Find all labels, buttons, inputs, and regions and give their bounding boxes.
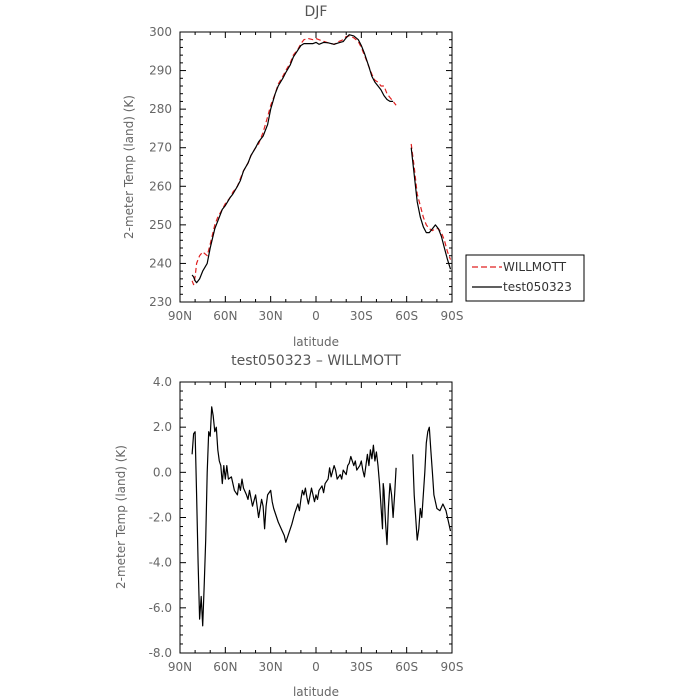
top-y-tick-label: 300 [149,25,172,39]
bottom-y-tick-label: -8.0 [149,646,172,660]
bottom-x-tick-label: 30N [259,660,283,674]
top-plot-frame [179,31,453,303]
top-x-tick-label: 60N [213,309,237,323]
top-y-tick-label: 280 [149,102,172,116]
top-y-tick-label: 230 [149,295,172,309]
bottom-series-line-series-0-0 [191,406,397,627]
top-y-tick-label: 240 [149,256,172,270]
top-y-axis-label: 2-meter Temp (land) (K) [122,95,136,239]
bottom-y-axis-label: 2-meter Temp (land) (K) [114,445,128,589]
top-x-axis-label: latitude [293,335,339,349]
top-series-line-test050323-1 [410,147,452,270]
bottom-y-tick-label: -6.0 [149,601,172,615]
bottom-x-tick-label: 30S [350,660,373,674]
top-plot-area [191,34,452,286]
bottom-y-tick-label: -2.0 [149,511,172,525]
bottom-y-tick-label: 2.0 [153,420,172,434]
top-series-line-willmott-0 [191,35,397,286]
bottom-x-tick-label: 60N [213,660,237,674]
bottom-x-tick-label: 60S [395,660,418,674]
top-x-tick-label: 0 [312,309,320,323]
top-chart-title: DJF [305,4,328,20]
top-y-tick-label: 250 [149,218,172,232]
bottom-y-axis: -8.0 -6.0 -4.0 -2.0 0.0 2.0 4.0 [149,375,452,660]
top-x-tick-label: 90N [168,309,192,323]
top-y-axis: 230 240 250 260 270 280 290 300 [149,25,452,309]
chart-legend: WILLMOTT test050323 [465,254,585,302]
legend-label-willmott: WILLMOTT [503,260,567,274]
bottom-y-tick-label: 4.0 [153,375,172,389]
top-x-axis: 90N 60N 30N 0 30S 60S 90S [168,32,464,323]
bottom-x-tick-label: 0 [312,660,320,674]
top-chart-panel: DJF 230 240 250 260 270 280 290 300 90N 60N 30N 0 3… [122,4,463,349]
top-x-tick-label: 30S [350,309,373,323]
bottom-x-tick-label: 90N [168,660,192,674]
top-series-line-test050323-0 [191,34,394,284]
top-y-tick-label: 260 [149,179,172,193]
top-x-tick-label: 90S [441,309,464,323]
bottom-x-axis-label: latitude [293,685,339,699]
bottom-series-line-series-0-1 [412,426,452,541]
legend-box [465,254,585,302]
bottom-y-tick-label: -4.0 [149,556,172,570]
bottom-plot-area [191,406,452,627]
top-y-tick-label: 290 [149,64,172,78]
bottom-x-tick-label: 90S [441,660,464,674]
top-x-tick-label: 60S [395,309,418,323]
top-series-line-willmott-1 [410,143,452,260]
top-y-tick-label: 270 [149,141,172,155]
bottom-x-axis: 90N 60N 30N 0 30S 60S 90S [168,382,464,674]
bottom-chart-title: test050323 – WILLMOTT [231,353,401,369]
bottom-plot-frame [179,381,453,654]
legend-label-test050323: test050323 [503,280,572,294]
bottom-chart-panel: test050323 – WILLMOTT -8.0 -6.0 -4.0 -2.0 0.… [114,353,463,699]
bottom-y-tick-label: 0.0 [153,465,172,479]
top-x-tick-label: 30N [259,309,283,323]
